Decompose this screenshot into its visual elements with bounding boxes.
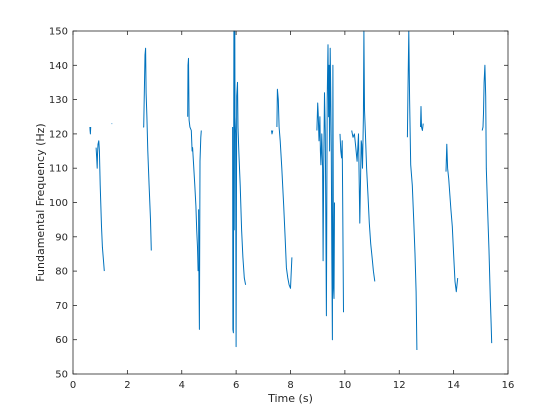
f0-contour-segment bbox=[232, 30, 247, 348]
f0-contour-segment bbox=[481, 64, 493, 344]
f0-contour-segment bbox=[89, 126, 92, 135]
y-tick-label: 120 bbox=[49, 129, 68, 140]
y-tick-label: 70 bbox=[55, 301, 68, 312]
f0-contour-segment bbox=[271, 130, 274, 135]
f0-contour-segment bbox=[420, 106, 424, 131]
f0-contour-segment bbox=[406, 30, 418, 351]
f0-contour-segment bbox=[198, 130, 202, 330]
f0-contour-segment bbox=[276, 88, 293, 289]
x-tick-label: 16 bbox=[502, 380, 515, 391]
data-lines bbox=[89, 30, 493, 351]
y-tick-label: 150 bbox=[49, 27, 68, 38]
y-tick-label: 110 bbox=[49, 164, 68, 175]
x-tick-label: 14 bbox=[447, 380, 460, 391]
y-tick-label: 90 bbox=[55, 232, 68, 243]
f0-contour-segment bbox=[351, 30, 376, 282]
x-tick-label: 0 bbox=[70, 380, 76, 391]
x-tick-label: 6 bbox=[233, 380, 239, 391]
f0-contour-segment bbox=[445, 143, 459, 293]
x-axis: 0 2 4 6 8 10 12 14 16 bbox=[70, 31, 515, 391]
x-tick-label: 12 bbox=[393, 380, 406, 391]
y-axis: 50 60 70 80 90 100 110 120 130 140 150 bbox=[49, 27, 508, 381]
x-tick-label: 10 bbox=[339, 380, 352, 391]
y-tick-label: 60 bbox=[55, 335, 68, 346]
y-tick-label: 100 bbox=[49, 198, 68, 209]
plot-background bbox=[73, 31, 508, 374]
y-tick-label: 50 bbox=[55, 370, 68, 381]
y-tick-label: 130 bbox=[49, 95, 68, 106]
x-axis-label: Time (s) bbox=[267, 392, 313, 405]
f0-contour-segment bbox=[316, 44, 335, 341]
f0-contour-segment bbox=[143, 47, 152, 251]
y-tick-label: 80 bbox=[55, 267, 68, 278]
x-tick-label: 8 bbox=[287, 380, 293, 391]
x-tick-label: 4 bbox=[179, 380, 185, 391]
y-tick-label: 140 bbox=[49, 61, 68, 72]
x-tick-label: 2 bbox=[124, 380, 130, 391]
f0-contour-segment bbox=[339, 133, 344, 313]
f0-contour-segment bbox=[187, 57, 199, 272]
f0-contour-segment bbox=[95, 140, 105, 272]
y-axis-label: Fundamental Frequency (Hz) bbox=[34, 123, 47, 281]
